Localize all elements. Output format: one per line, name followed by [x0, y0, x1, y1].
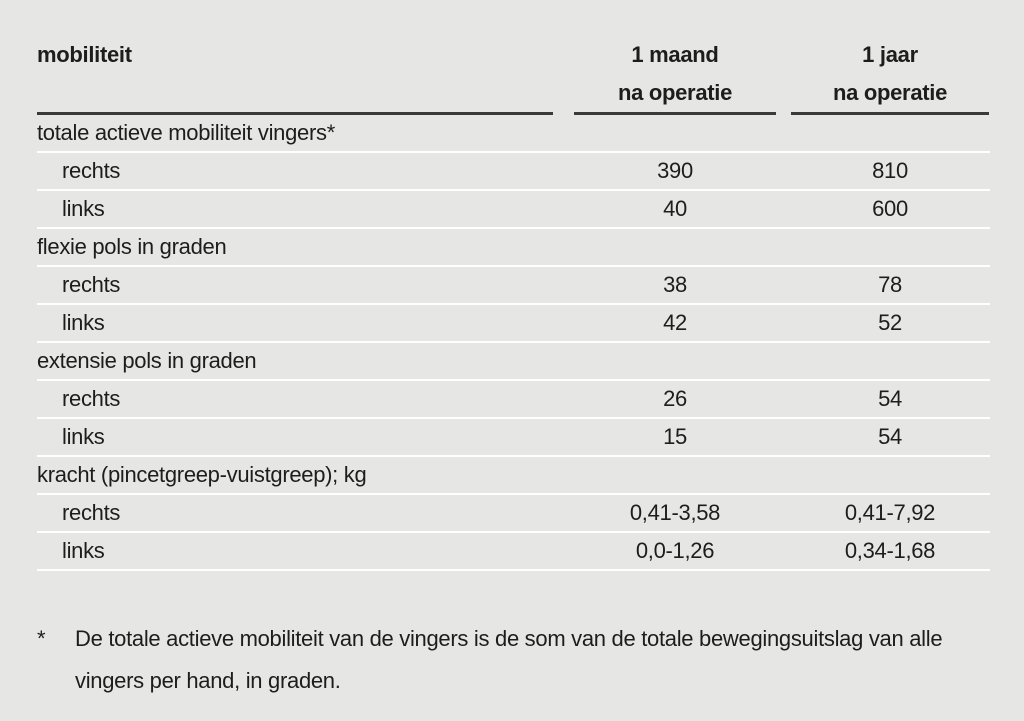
column-header-1-jaar-line1: 1 jaar	[862, 42, 918, 67]
value-1-maand: 0,41-3,58	[629, 500, 721, 525]
value-1-jaar: 54	[878, 386, 902, 411]
row-label: rechts	[62, 386, 121, 411]
data-row: links 40 600	[37, 191, 990, 229]
data-row: links 15 54	[37, 419, 990, 457]
data-row: rechts 26 54	[37, 381, 990, 419]
value-1-maand: 38	[663, 272, 687, 297]
row-label: links	[62, 424, 105, 449]
section-label: extensie pols in graden	[37, 348, 257, 373]
value-1-maand: 15	[663, 424, 687, 449]
value-1-jaar: 52	[878, 310, 902, 335]
row-label: links	[62, 310, 105, 335]
header-rule-col3	[791, 112, 989, 115]
value-1-jaar: 54	[878, 424, 902, 449]
section-label: flexie pols in graden	[37, 234, 227, 259]
column-header-1-maand-line2: na operatie	[617, 80, 733, 105]
column-header-1-maand-line1: 1 maand	[631, 42, 719, 67]
value-1-jaar: 0,34-1,68	[844, 538, 936, 563]
value-1-jaar: 0,41-7,92	[844, 500, 936, 525]
footnote-marker: *	[37, 626, 46, 651]
data-row: rechts 0,41-3,58 0,41-7,92	[37, 495, 990, 533]
row-label: rechts	[62, 500, 121, 525]
value-1-jaar: 600	[872, 196, 908, 221]
row-label: links	[62, 196, 105, 221]
value-1-maand: 390	[657, 158, 693, 183]
data-row: rechts 390 810	[37, 153, 990, 191]
row-label: rechts	[62, 272, 121, 297]
column-header-1-jaar-line2: na operatie	[832, 80, 948, 105]
value-1-jaar: 810	[872, 158, 908, 183]
header-rule-col1	[37, 112, 553, 115]
section-row: totale actieve mobiliteit vingers*	[37, 115, 990, 153]
data-row: rechts 38 78	[37, 267, 990, 305]
section-row: extensie pols in graden	[37, 343, 990, 381]
value-1-maand: 0,0-1,26	[635, 538, 715, 563]
column-header-1-maand: 1 maand na operatie	[560, 36, 790, 112]
value-1-maand: 40	[663, 196, 687, 221]
section-label: kracht (pincetgreep-vuistgreep); kg	[37, 462, 367, 487]
row-label: links	[62, 538, 105, 563]
section-label: totale actieve mobiliteit vingers*	[37, 120, 335, 145]
column-header-1-jaar: 1 jaar na operatie	[790, 36, 990, 112]
results-table: mobiliteit 1 maand na operatie 1 jaar na…	[37, 36, 990, 571]
data-row: links 42 52	[37, 305, 990, 343]
footnote: * De totale actieve mobiliteit van de vi…	[37, 618, 977, 702]
value-1-jaar: 78	[878, 272, 902, 297]
table-header-row: mobiliteit 1 maand na operatie 1 jaar na…	[37, 36, 990, 112]
row-label: rechts	[62, 158, 121, 183]
footnote-text: De totale actieve mobiliteit van de ving…	[75, 626, 943, 693]
section-row: kracht (pincetgreep-vuistgreep); kg	[37, 457, 990, 495]
header-rule-row	[37, 112, 990, 115]
value-1-maand: 26	[663, 386, 687, 411]
value-1-maand: 42	[663, 310, 687, 335]
section-row: flexie pols in graden	[37, 229, 990, 267]
data-row: links 0,0-1,26 0,34-1,68	[37, 533, 990, 571]
header-rule-col2	[574, 112, 776, 115]
column-header-mobiliteit: mobiliteit	[37, 42, 132, 67]
